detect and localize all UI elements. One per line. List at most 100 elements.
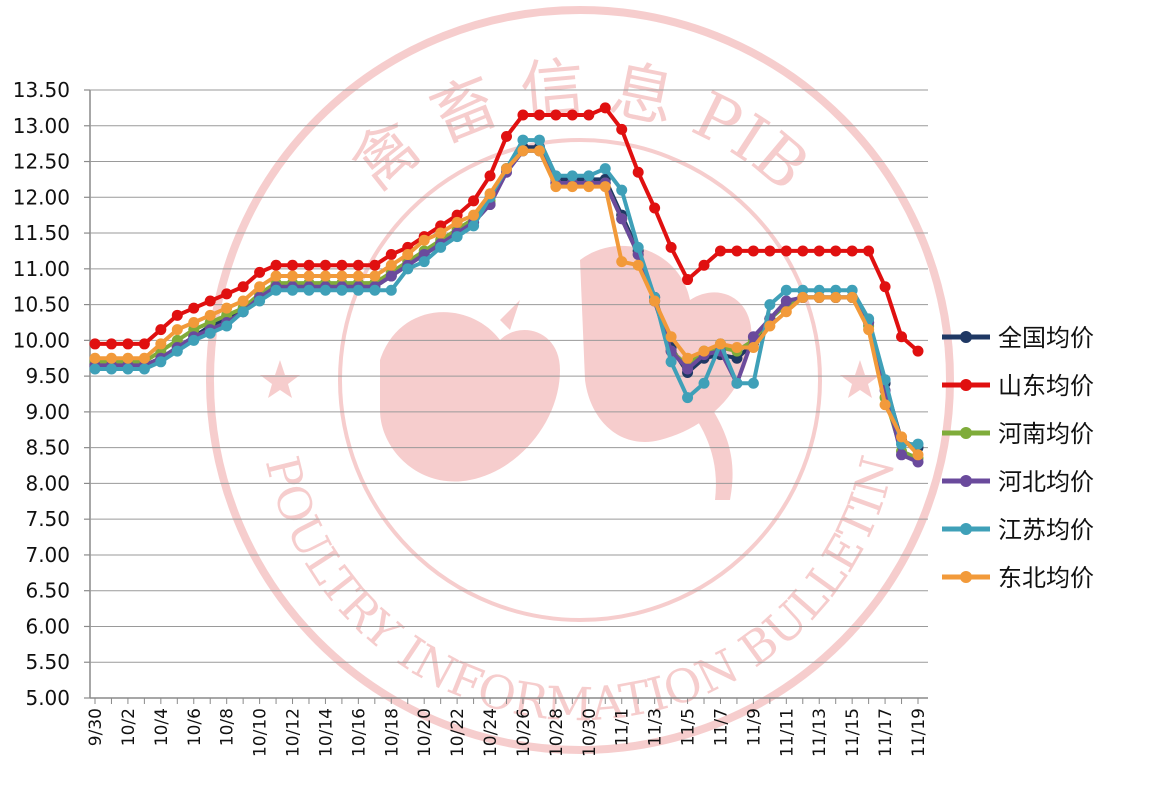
y-tick-label: 7.50 <box>25 507 70 531</box>
y-tick-label: 8.50 <box>25 436 70 460</box>
data-point <box>764 320 776 332</box>
data-point <box>385 284 397 296</box>
x-tick-label: 10/30 <box>580 708 600 757</box>
y-tick-label: 12.00 <box>13 185 70 209</box>
data-point <box>566 109 578 121</box>
legend-item-5: 江苏均价 <box>942 516 1094 544</box>
data-point <box>105 338 117 350</box>
data-point <box>352 259 364 271</box>
data-point <box>665 331 677 343</box>
x-tick-label: 11/15 <box>843 708 863 757</box>
data-point <box>698 259 710 271</box>
data-point <box>303 259 315 271</box>
legend-label: 东北均价 <box>998 564 1094 592</box>
data-point <box>402 263 414 275</box>
data-point <box>287 259 299 271</box>
x-tick-label: 10/22 <box>448 708 468 757</box>
data-point <box>616 256 628 268</box>
data-point <box>303 284 315 296</box>
data-point <box>89 338 101 350</box>
data-point <box>369 259 381 271</box>
x-tick-label: 10/10 <box>251 708 271 757</box>
data-point <box>632 166 644 178</box>
data-point <box>188 316 200 328</box>
data-point <box>451 216 463 228</box>
data-point <box>665 241 677 253</box>
data-point <box>879 374 891 386</box>
data-point <box>780 295 792 307</box>
x-tick-label: 9/30 <box>86 708 106 746</box>
x-tick-label: 10/20 <box>415 708 435 757</box>
data-point <box>155 338 167 350</box>
data-point <box>813 291 825 303</box>
data-point <box>797 291 809 303</box>
data-point <box>385 259 397 271</box>
x-tick-label: 10/28 <box>547 708 567 757</box>
data-point <box>830 245 842 257</box>
data-point <box>221 302 233 314</box>
data-point <box>912 449 924 461</box>
legend-swatch-marker <box>960 331 972 343</box>
data-point <box>550 181 562 193</box>
data-point <box>451 231 463 243</box>
data-point <box>813 245 825 257</box>
data-point <box>682 363 694 375</box>
y-tick-label: 11.00 <box>13 257 70 281</box>
x-tick-label: 11/17 <box>876 708 896 757</box>
data-point <box>682 392 694 404</box>
data-point <box>138 363 150 375</box>
data-point <box>287 270 299 282</box>
data-point <box>484 188 496 200</box>
data-point <box>352 270 364 282</box>
data-point <box>731 377 743 389</box>
data-point <box>171 324 183 336</box>
data-point <box>319 284 331 296</box>
data-point <box>731 245 743 257</box>
x-tick-label: 11/1 <box>613 708 633 746</box>
data-point <box>863 324 875 336</box>
data-point <box>418 234 430 246</box>
data-point <box>797 245 809 257</box>
y-tick-label: 10.50 <box>13 293 70 317</box>
x-tick-label: 10/4 <box>152 708 172 746</box>
x-tick-label: 11/19 <box>909 708 929 757</box>
data-point <box>171 309 183 321</box>
data-point <box>237 295 249 307</box>
data-point <box>122 338 134 350</box>
data-point <box>369 284 381 296</box>
data-point <box>533 109 545 121</box>
x-tick-label: 10/6 <box>185 708 205 746</box>
y-axis: 5.00 5.50 6.00 6.50 7.00 7.50 8.00 8.50 9.00 9.50… <box>13 78 90 710</box>
legend-swatch-marker <box>960 475 972 487</box>
data-point <box>896 431 908 443</box>
data-point <box>319 259 331 271</box>
data-point <box>221 320 233 332</box>
data-point <box>484 170 496 182</box>
data-point <box>336 259 348 271</box>
data-point <box>122 352 134 364</box>
data-point <box>336 284 348 296</box>
data-point <box>533 134 545 146</box>
data-point <box>731 342 743 354</box>
data-point <box>435 241 447 253</box>
data-point <box>319 270 331 282</box>
legend-item-1: 全国均价 <box>942 324 1094 352</box>
x-tick-label: 10/2 <box>119 708 139 746</box>
data-point <box>747 377 759 389</box>
data-point <box>780 284 792 296</box>
data-point <box>188 302 200 314</box>
data-point <box>254 281 266 293</box>
x-tick-label: 10/24 <box>481 708 501 757</box>
x-tick-label: 10/14 <box>316 708 336 757</box>
y-tick-label: 6.00 <box>25 614 70 638</box>
data-point <box>517 134 529 146</box>
data-point <box>632 259 644 271</box>
data-point <box>303 270 315 282</box>
data-point <box>747 342 759 354</box>
legend-swatch-marker <box>960 379 972 391</box>
x-tick-label: 11/9 <box>744 708 764 746</box>
data-point <box>583 181 595 193</box>
data-point <box>649 202 661 214</box>
y-tick-label: 12.50 <box>13 150 70 174</box>
